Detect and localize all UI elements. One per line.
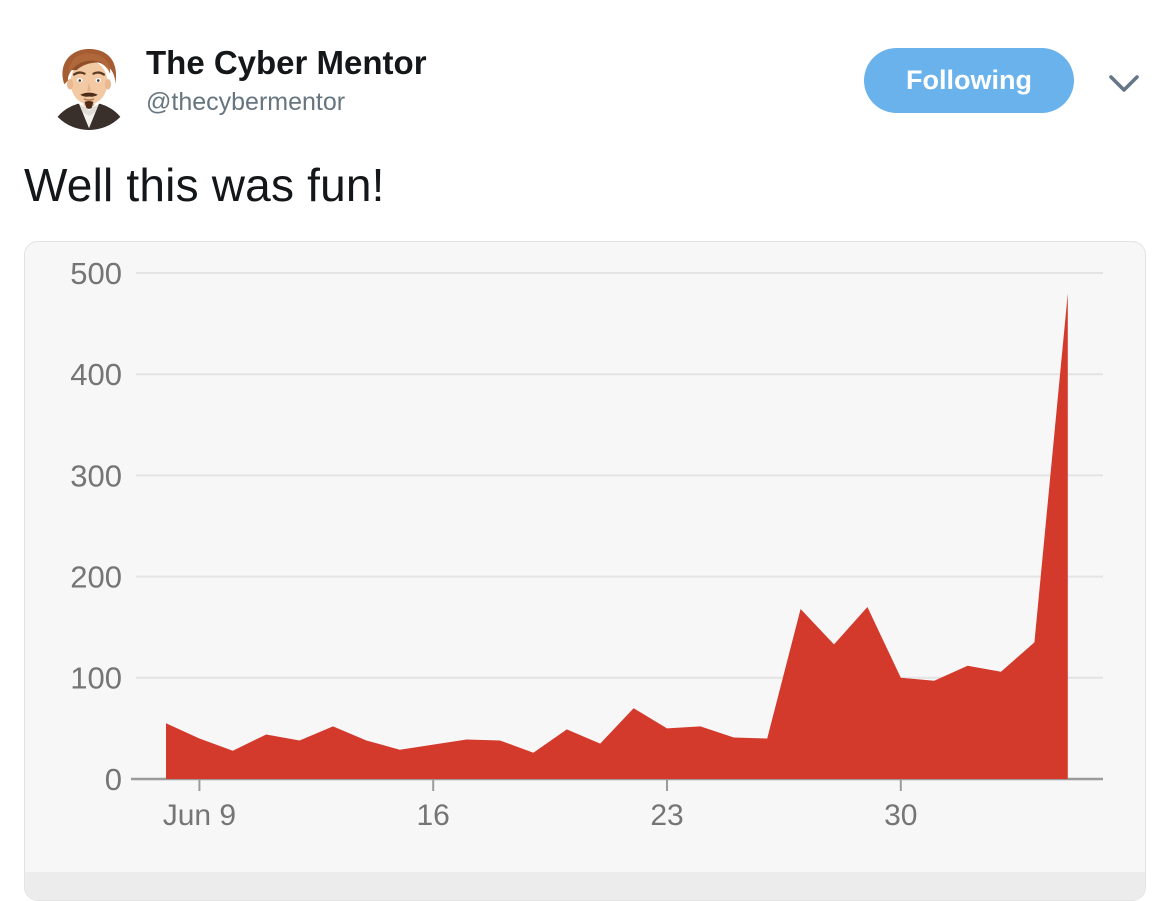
svg-text:23: 23	[650, 799, 683, 832]
svg-text:500: 500	[70, 256, 122, 291]
image-bottom-strip	[25, 872, 1145, 900]
chevron-down-icon	[1109, 75, 1139, 92]
analytics-chart-image[interactable]: 0 100 200 300 400 500 Jun 9 16 23 30	[24, 241, 1146, 901]
svg-text:30: 30	[884, 799, 917, 832]
svg-text:100: 100	[70, 661, 122, 696]
following-button[interactable]: Following	[864, 48, 1074, 113]
svg-text:Jun 9: Jun 9	[163, 799, 236, 832]
author-handle[interactable]: @thecybermentor	[146, 87, 346, 116]
svg-text:16: 16	[417, 799, 450, 832]
author-name[interactable]: The Cyber Mentor	[146, 44, 427, 81]
svg-text:400: 400	[70, 357, 122, 392]
svg-text:0: 0	[105, 762, 122, 797]
tweet-menu-button[interactable]	[1106, 70, 1142, 98]
avatar[interactable]	[45, 42, 133, 130]
area-chart: 0 100 200 300 400 500 Jun 9 16 23 30	[70, 256, 1103, 832]
svg-text:200: 200	[70, 559, 122, 594]
svg-text:300: 300	[70, 458, 122, 493]
author-block: The Cyber Mentor @thecybermentor	[146, 44, 427, 117]
cartoon-man-portrait-icon	[45, 42, 133, 130]
tweet-text: Well this was fun!	[24, 159, 385, 211]
